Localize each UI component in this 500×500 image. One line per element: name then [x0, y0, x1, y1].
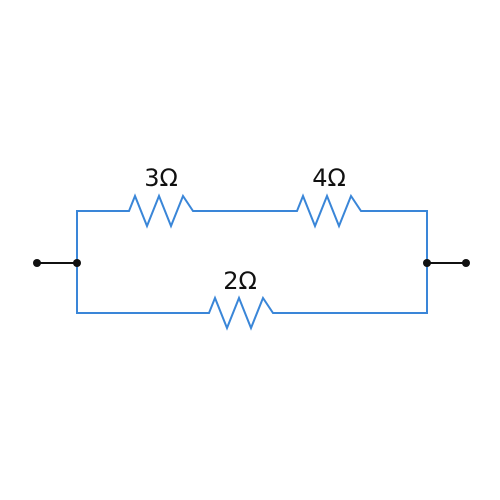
resistor-2-ohm: [203, 295, 279, 331]
top-branch-wire-left: [76, 210, 123, 263]
bottom-branch-wire-left: [76, 263, 203, 314]
resistor-3-ohm: [123, 193, 199, 229]
right-junction-dot: [423, 259, 431, 267]
right-terminal-dot: [462, 259, 470, 267]
resistor-2-ohm-label: 2Ω: [223, 267, 257, 295]
top-branch-wire-right: [367, 210, 428, 263]
resistor-4-ohm: [291, 193, 367, 229]
bottom-branch-wire-right: [279, 263, 428, 314]
left-terminal-dot: [33, 259, 41, 267]
left-junction-dot: [73, 259, 81, 267]
resistor-3-ohm-label: 3Ω: [144, 164, 178, 192]
resistor-4-ohm-label: 4Ω: [312, 164, 346, 192]
